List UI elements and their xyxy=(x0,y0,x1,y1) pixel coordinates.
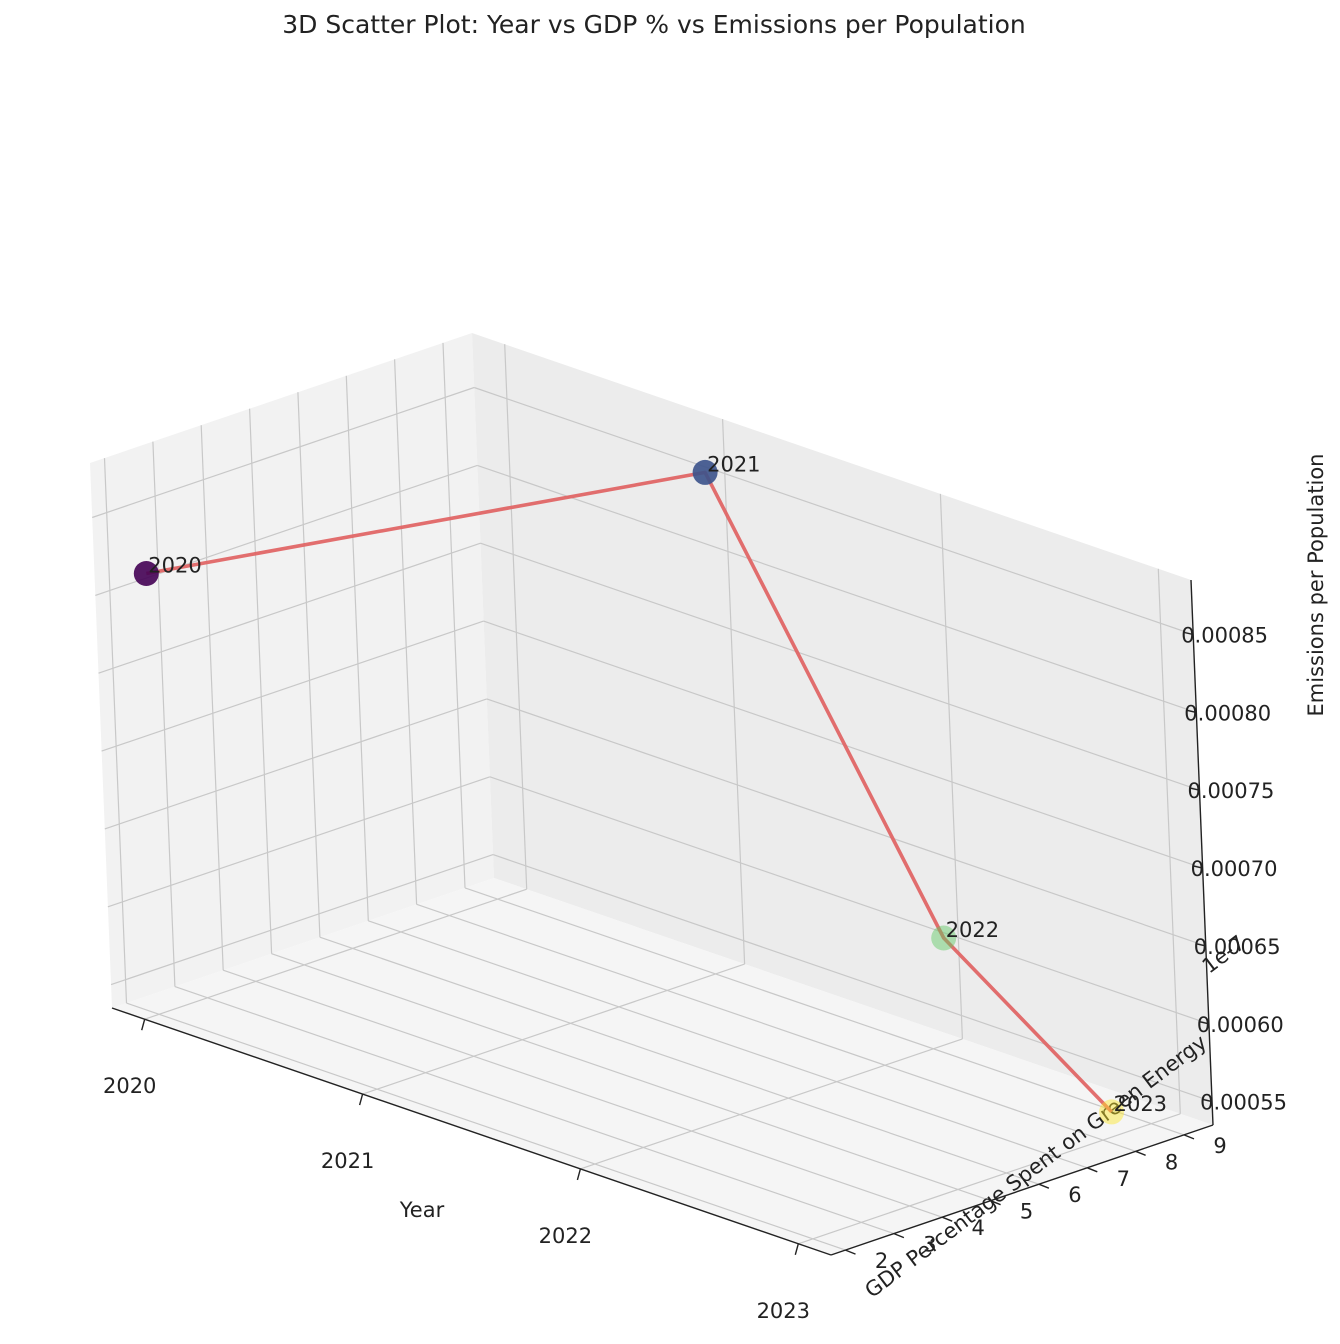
data-point-label: 2023 xyxy=(1114,1092,1167,1116)
z-tick-label: 0.00055 xyxy=(1200,1091,1287,1115)
z-gridline-left xyxy=(101,620,484,752)
z-tick-label: 0.00080 xyxy=(1184,701,1271,725)
y-tick-mark xyxy=(1087,1167,1098,1173)
z-tick-mark xyxy=(1184,631,1194,636)
x-axis-label: Year xyxy=(399,1198,445,1222)
z-gridline-back xyxy=(486,698,1206,947)
y-tick-mark xyxy=(893,1232,905,1239)
y-tick-label: 7 xyxy=(1117,1167,1130,1191)
x-tick-mark xyxy=(358,1093,364,1106)
x-tick-mark xyxy=(141,1019,146,1031)
y-gridline-left xyxy=(103,458,128,1004)
z-gridline-back xyxy=(477,464,1197,713)
x-gridline-back xyxy=(939,493,963,1039)
z-gridline-left xyxy=(107,776,491,908)
axis-panes xyxy=(90,333,1213,1255)
data-point xyxy=(133,561,159,586)
z-tick-label: 0.00070 xyxy=(1191,857,1278,881)
z-tick-mark xyxy=(1190,787,1200,791)
data-point xyxy=(931,925,957,951)
z-tick-label: 0.00085 xyxy=(1181,624,1268,648)
y-tick-mark xyxy=(1183,1134,1195,1140)
x-tick-label: 2021 xyxy=(321,1149,374,1173)
y-tick-label: 5 xyxy=(1020,1200,1033,1224)
z-gridline-back xyxy=(480,542,1200,791)
z-gridline-left xyxy=(98,542,481,674)
z-gridline-left xyxy=(95,464,478,596)
z-tick-mark xyxy=(1187,709,1197,714)
series-line xyxy=(145,470,1113,1114)
y-tick-label: 4 xyxy=(972,1216,985,1240)
y-gridline-left xyxy=(249,408,273,954)
y-tick-label: 3 xyxy=(923,1233,936,1257)
z-axis-label: Emissions per Population xyxy=(1304,454,1328,717)
data-point xyxy=(692,459,718,485)
y-tick-mark xyxy=(990,1200,1001,1206)
x-tick-label: 2020 xyxy=(103,1074,156,1098)
z-gridline-back xyxy=(489,776,1210,1025)
z-tick-mark xyxy=(1193,865,1203,869)
y-gridline-floor xyxy=(368,920,1088,1169)
z-tick-mark xyxy=(1196,943,1206,947)
y-gridline-left xyxy=(345,375,369,921)
floor-pane xyxy=(112,878,1213,1255)
x-tick-mark xyxy=(576,1168,582,1181)
data-point-label: 2020 xyxy=(148,554,201,578)
y-gridline-floor xyxy=(416,903,1136,1152)
z-gridline-left xyxy=(92,386,475,519)
data-point-label: 2022 xyxy=(946,918,999,942)
x-tick-label: 2022 xyxy=(539,1224,592,1248)
y-gridline-floor xyxy=(271,953,991,1202)
z-gridline-back xyxy=(492,854,1213,1103)
x-tick-label: 2023 xyxy=(757,1299,810,1323)
back-pane xyxy=(472,333,1213,1125)
x-tick-mark xyxy=(794,1243,799,1255)
x-axis-line xyxy=(111,1007,832,1256)
y-gridline-floor xyxy=(464,887,1185,1136)
y-tick-label: 6 xyxy=(1068,1183,1081,1207)
data-point xyxy=(1099,1099,1125,1125)
y-gridline-floor xyxy=(319,936,1040,1185)
z-axis-line xyxy=(1190,579,1214,1126)
y-gridline-floor xyxy=(126,1002,846,1251)
chart-title: 3D Scatter Plot: Year vs GDP % vs Emissi… xyxy=(282,10,1026,39)
y-gridline-floor xyxy=(174,986,895,1235)
left-pane xyxy=(90,333,494,1008)
z-tick-label: 0.00060 xyxy=(1197,1013,1284,1037)
y-tick-label: 9 xyxy=(1213,1134,1226,1158)
z-tick-label: 0.00075 xyxy=(1188,779,1275,803)
data-point-label: 2021 xyxy=(707,452,760,476)
tick-labels: 2020 2021 2022 2023 2 3 4 5 6 7 8 9 0.00055 0.00060 0.… xyxy=(103,624,1287,1323)
y-gridline-left xyxy=(297,392,321,938)
x-gridline-back xyxy=(504,344,528,890)
z-gridline-left xyxy=(110,854,494,986)
z-tick-label: 0.00065 xyxy=(1194,935,1281,959)
y-gridline-left xyxy=(200,425,224,971)
y-tick-mark xyxy=(1038,1183,1050,1189)
y-tick-mark xyxy=(1135,1150,1146,1156)
y-gridline-left xyxy=(442,342,466,888)
gridlines xyxy=(92,342,1213,1251)
y-tick-mark xyxy=(845,1249,856,1255)
y-tick-label: 2 xyxy=(875,1249,888,1273)
y-gridline-floor xyxy=(223,969,943,1218)
data-series: 2020 2021 2022 2023 xyxy=(133,452,1167,1125)
y-tick-label: 8 xyxy=(1165,1150,1178,1174)
z-gridline-left xyxy=(104,698,487,830)
y-tick-mark xyxy=(941,1216,953,1222)
z-tick-mark xyxy=(1202,1098,1213,1103)
axis-lines xyxy=(111,579,1214,1256)
x-gridline-back xyxy=(1157,568,1181,1114)
z-gridline-back xyxy=(474,386,1194,636)
z-tick-mark xyxy=(1199,1021,1210,1025)
y-gridline-left xyxy=(394,359,418,905)
y-gridline-left xyxy=(152,441,176,987)
